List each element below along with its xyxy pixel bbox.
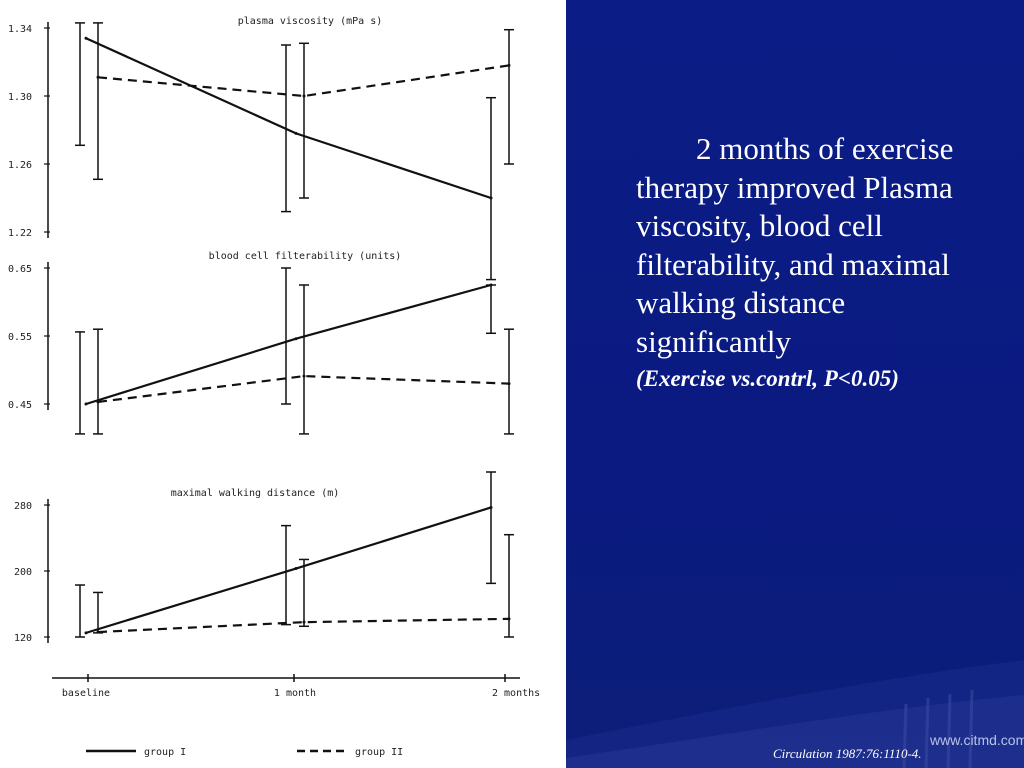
watermark: www.citmd.com <box>930 732 1024 748</box>
chart-title-1: blood cell filterability (units) <box>209 251 402 262</box>
data-point-1-0-1 <box>294 337 298 341</box>
y-tick-label-0-3: 1.22 <box>8 228 32 239</box>
data-point-1-0-2 <box>489 283 493 287</box>
y-tick-label-1-2: 0.45 <box>8 400 32 411</box>
data-point-2-0-1 <box>294 567 298 571</box>
y-tick-label-0-0: 1.34 <box>8 24 32 35</box>
legend-label-0: group I <box>144 747 186 758</box>
chart-title-0: plasma viscosity (mPa s) <box>238 16 383 27</box>
slide-text: 2 months of exercise therapy improved Pl… <box>636 130 996 393</box>
x-tick-label-2: 2 months <box>492 688 540 699</box>
y-tick-label-2-2: 120 <box>14 633 32 644</box>
data-point-2-0-2 <box>489 505 493 509</box>
data-point-0-1-2 <box>507 63 511 67</box>
x-tick-label-0: baseline <box>62 688 110 699</box>
data-point-2-0-0 <box>84 631 88 635</box>
y-tick-label-0-1: 1.30 <box>8 92 32 103</box>
data-point-1-0-0 <box>84 402 88 406</box>
series-line-0-1 <box>97 64 510 98</box>
data-point-2-1-0 <box>96 630 100 634</box>
data-point-0-1-1 <box>302 94 306 98</box>
data-point-0-0-1 <box>294 131 298 135</box>
chart-title-2: maximal walking distance (m) <box>171 488 340 499</box>
decorative-wave <box>566 660 1024 768</box>
main-text: 2 months of exercise therapy improved Pl… <box>636 131 954 359</box>
series-line-0-0 <box>85 37 492 200</box>
y-tick-label-2-0: 280 <box>14 501 32 512</box>
y-tick-label-2-1: 200 <box>14 567 32 578</box>
citation: Circulation 1987:76:1110-4. <box>773 746 922 761</box>
data-point-0-0-0 <box>84 36 88 40</box>
series-line-1-0 <box>85 283 492 406</box>
series-line-2-1 <box>97 617 510 634</box>
data-point-0-1-0 <box>96 75 100 79</box>
data-point-2-1-2 <box>507 617 511 621</box>
significance-note: (Exercise vs.contrl, P<0.05) <box>636 366 899 391</box>
data-point-1-1-1 <box>302 374 306 378</box>
chart-svg: 1.34 1.30 1.26 1.22 plasma viscosity (mPa s)… <box>8 16 540 758</box>
data-point-1-1-0 <box>96 400 100 404</box>
data-point-1-1-2 <box>507 382 511 386</box>
y-tick-label-0-2: 1.26 <box>8 160 32 171</box>
legend-label-1: group II <box>355 747 403 758</box>
y-tick-label-1-0: 0.65 <box>8 264 32 275</box>
data-point-0-0-2 <box>489 196 493 200</box>
y-tick-label-1-1: 0.55 <box>8 332 32 343</box>
x-tick-label-1: 1 month <box>274 688 316 699</box>
data-point-2-1-1 <box>302 620 306 624</box>
chart-panel: 1.34 1.30 1.26 1.22 plasma viscosity (mPa s)… <box>0 0 566 768</box>
